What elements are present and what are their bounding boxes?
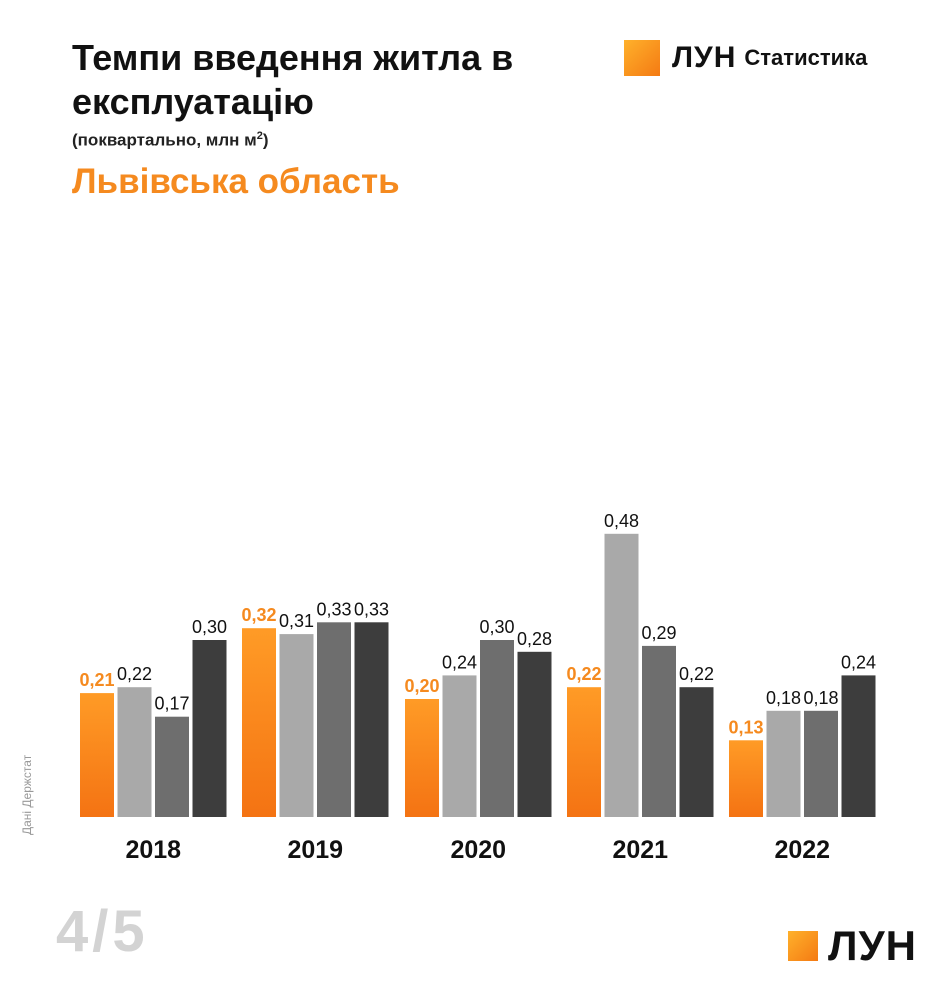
bar-2019-q3 [317,622,351,817]
bar-2021-q3 [642,645,676,817]
value-label-2019-q1: 0,32 [241,605,276,625]
value-label-2022-q2: 0,18 [766,688,801,708]
bar-2019-q1 [242,628,276,817]
value-label-2019-q2: 0,31 [279,611,314,631]
value-label-2018-q2: 0,22 [117,664,152,684]
value-label-2022-q1: 0,13 [728,717,763,737]
year-label-2022: 2022 [774,836,830,864]
bar-2018-q4 [192,640,227,817]
year-label-2019: 2019 [287,836,343,864]
value-label-2020-q3: 0,30 [479,617,514,637]
bar-2020-q1 [405,699,439,817]
bar-2022-q3 [804,710,838,817]
value-label-2018-q1: 0,21 [79,670,114,690]
brand-logo-bottom: ЛУН [788,922,917,970]
brand-name-bottom: ЛУН [828,922,917,969]
value-label-2018-q4: 0,30 [192,617,227,637]
subtitle-suffix: ) [262,130,269,150]
year-label-2020: 2020 [450,836,506,864]
subtitle-superscript: 2 [256,130,263,142]
bar-2020-q2 [442,675,477,817]
value-label-2022-q3: 0,18 [803,688,838,708]
value-label-2020-q4: 0,28 [517,629,552,649]
bar-2021-q2 [604,533,639,817]
brand-statistics-label: Статистика [744,45,868,70]
data-source-note: Дані Держстат [20,754,34,835]
bars-group [80,533,876,817]
value-label-2020-q1: 0,20 [404,676,439,696]
value-label-2021-q3: 0,29 [641,623,676,643]
bar-2018-q3 [155,716,189,817]
value-label-2022-q4: 0,24 [841,652,876,672]
bar-2019-q2 [279,634,314,817]
value-label-2021-q4: 0,22 [679,664,714,684]
subtitle-prefix: (поквартально, млн м [72,130,257,150]
bar-2021-q4 [679,687,714,817]
value-label-2018-q3: 0,17 [154,694,189,714]
bar-2022-q4 [841,675,876,817]
bar-2020-q3 [480,640,514,817]
year-label-2021: 2021 [612,836,668,864]
bar-2021-q1 [567,687,601,817]
brand-square-icon [624,40,660,76]
value-label-2019-q4: 0,33 [354,599,389,619]
value-label-2021-q1: 0,22 [566,664,601,684]
value-label-2019-q3: 0,33 [316,599,351,619]
bar-2018-q1 [80,693,114,817]
bar-2022-q2 [766,710,801,817]
bar-2020-q4 [517,651,552,817]
bar-2022-q1 [729,740,763,817]
brand-logo-top: ЛУН Статистика [624,38,867,78]
brand-square-icon-bottom [788,931,818,961]
region-title: Львівська область [72,162,400,201]
bar-2018-q2 [117,687,152,817]
year-labels-group: 2018 2019 2020 2021 2022 [125,836,830,864]
bar-2019-q4 [354,622,389,817]
value-label-2020-q2: 0,24 [442,652,477,672]
chart-title: Темпи введення житла в експлуатацію [72,37,514,122]
page-number: 4/5 [56,899,149,964]
value-label-2021-q2: 0,48 [604,511,639,531]
value-labels-group: 0,21 0,220,170,300,32 0,310,33 0,330,200,24… [79,511,876,738]
year-label-2018: 2018 [125,836,181,864]
chart-subtitle: (поквартально, млн м2) [72,130,269,151]
brand-name: ЛУН [672,41,737,74]
